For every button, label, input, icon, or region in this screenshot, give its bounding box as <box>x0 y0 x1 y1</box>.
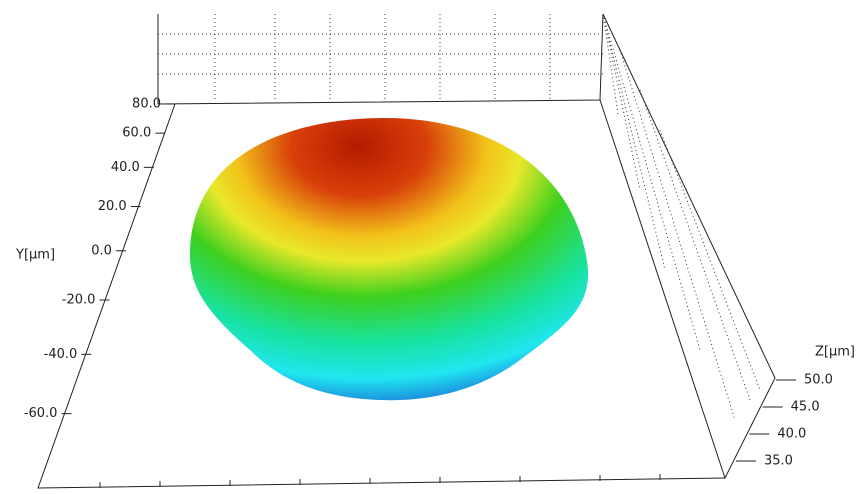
z-axis-label: Z[µm] <box>815 345 855 360</box>
y-tick-label: -40.0 <box>44 347 78 362</box>
z-tick-label: 40.0 <box>777 427 806 442</box>
y-tick-label: 40.0 <box>111 160 140 175</box>
z-tick-label: 45.0 <box>791 400 820 415</box>
surface <box>190 118 589 401</box>
box <box>37 13 776 489</box>
y-axis-label: Y[µm] <box>15 248 55 263</box>
z-tick-label: 35.0 <box>764 454 793 469</box>
y-tick-label: 80.0 <box>132 97 161 112</box>
y-tick-label: 60.0 <box>122 126 151 141</box>
y-tick-label: -20.0 <box>62 293 96 308</box>
y-tick-label: 0.0 <box>91 243 112 258</box>
y-tick-label: -60.0 <box>24 406 58 421</box>
z-tick-label: 50.0 <box>804 373 833 388</box>
y-tick-label: 20.0 <box>98 199 127 214</box>
